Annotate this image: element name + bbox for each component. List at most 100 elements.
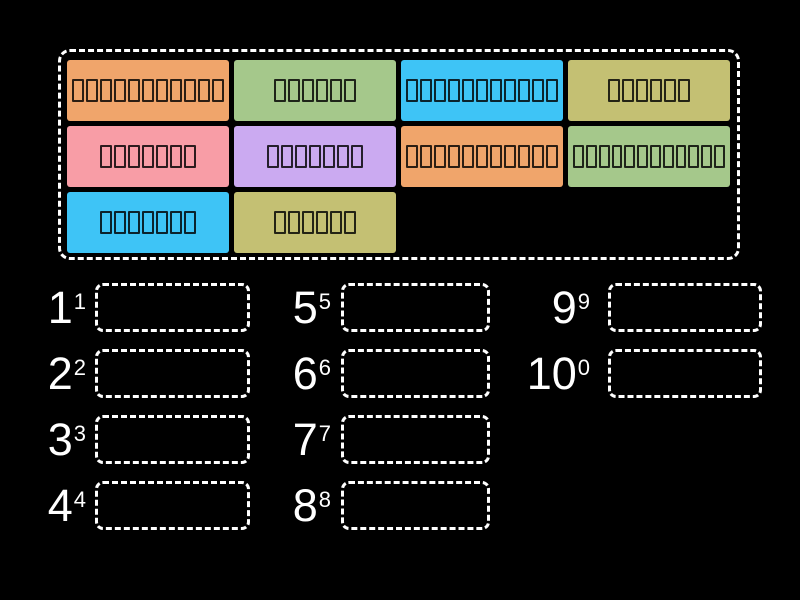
power-exponent: 2 bbox=[73, 355, 86, 381]
power-exponent: 0 bbox=[577, 355, 590, 381]
missing-glyph-box-icon bbox=[184, 79, 196, 102]
missing-glyph-box-icon bbox=[288, 211, 300, 234]
power-label: 44 bbox=[30, 483, 86, 528]
missing-glyph-box-icon bbox=[142, 79, 154, 102]
question-row: 66 bbox=[270, 349, 490, 398]
missing-glyph-box-icon bbox=[184, 211, 196, 234]
power-exponent: 9 bbox=[577, 289, 590, 315]
power-label: 33 bbox=[30, 417, 86, 462]
missing-glyph-box-icon bbox=[518, 79, 530, 102]
missing-glyph-box-icon bbox=[170, 145, 182, 168]
missing-glyph-box-icon bbox=[637, 145, 648, 168]
missing-glyph-box-icon bbox=[678, 79, 690, 102]
missing-glyph-box-icon bbox=[344, 79, 356, 102]
drop-zone[interactable] bbox=[95, 349, 250, 398]
question-row: 77 bbox=[270, 415, 490, 464]
missing-glyph-box-icon bbox=[714, 145, 725, 168]
missing-glyph-box-icon bbox=[573, 145, 584, 168]
missing-glyph-box-icon bbox=[142, 211, 154, 234]
question-row: 100 bbox=[512, 349, 762, 398]
answer-tile[interactable] bbox=[568, 60, 730, 121]
missing-glyph-box-icon bbox=[316, 211, 328, 234]
missing-glyph-box-icon bbox=[114, 145, 126, 168]
missing-glyph-box-icon bbox=[476, 145, 488, 168]
power-exponent: 5 bbox=[318, 289, 331, 315]
question-column: 55 66 77 88 bbox=[270, 283, 490, 547]
missing-glyph-box-icon bbox=[86, 79, 98, 102]
missing-glyph-box-icon bbox=[546, 145, 558, 168]
drop-zone[interactable] bbox=[341, 481, 490, 530]
drop-zone[interactable] bbox=[341, 349, 490, 398]
power-label: 99 bbox=[512, 285, 590, 330]
missing-glyph-box-icon bbox=[128, 79, 140, 102]
answer-tile[interactable] bbox=[401, 60, 563, 121]
question-column: 99 100 bbox=[512, 283, 762, 415]
drop-zone[interactable] bbox=[341, 415, 490, 464]
question-column: 11 22 33 44 bbox=[30, 283, 250, 547]
missing-glyph-box-icon bbox=[330, 211, 342, 234]
missing-glyph-box-icon bbox=[462, 145, 474, 168]
answer-tile[interactable] bbox=[234, 192, 396, 253]
missing-glyph-box-icon bbox=[406, 79, 418, 102]
drop-zone[interactable] bbox=[608, 349, 762, 398]
answer-tile[interactable] bbox=[401, 126, 563, 187]
power-label: 11 bbox=[30, 285, 86, 330]
drop-zone[interactable] bbox=[608, 283, 762, 332]
missing-glyph-box-icon bbox=[212, 79, 224, 102]
answer-tile[interactable] bbox=[67, 192, 229, 253]
missing-glyph-box-icon bbox=[288, 79, 300, 102]
power-base: 1 bbox=[47, 282, 73, 333]
missing-glyph-box-icon bbox=[267, 145, 279, 168]
answer-bank bbox=[58, 49, 740, 260]
missing-glyph-box-icon bbox=[316, 79, 328, 102]
missing-glyph-box-icon bbox=[434, 79, 446, 102]
missing-glyph-box-icon bbox=[170, 79, 182, 102]
missing-glyph-box-icon bbox=[156, 211, 168, 234]
power-label: 88 bbox=[270, 483, 331, 528]
missing-glyph-box-icon bbox=[309, 145, 321, 168]
missing-glyph-box-icon bbox=[462, 79, 474, 102]
missing-glyph-box-icon bbox=[532, 145, 544, 168]
power-exponent: 8 bbox=[318, 487, 331, 513]
question-row: 11 bbox=[30, 283, 250, 332]
drop-zone[interactable] bbox=[341, 283, 490, 332]
missing-glyph-box-icon bbox=[504, 79, 516, 102]
missing-glyph-box-icon bbox=[504, 145, 516, 168]
missing-glyph-box-icon bbox=[585, 145, 597, 168]
question-row: 88 bbox=[270, 481, 490, 530]
missing-glyph-box-icon bbox=[344, 211, 356, 234]
power-exponent: 6 bbox=[318, 355, 331, 381]
missing-glyph-box-icon bbox=[546, 79, 558, 102]
power-base: 3 bbox=[47, 414, 73, 465]
missing-glyph-box-icon bbox=[636, 79, 648, 102]
missing-glyph-box-icon bbox=[100, 145, 112, 168]
answer-tile[interactable] bbox=[568, 126, 730, 187]
power-base: 5 bbox=[292, 282, 318, 333]
drop-zone[interactable] bbox=[95, 283, 250, 332]
missing-glyph-box-icon bbox=[114, 79, 126, 102]
missing-glyph-box-icon bbox=[351, 145, 363, 168]
missing-glyph-box-icon bbox=[490, 145, 502, 168]
missing-glyph-box-icon bbox=[156, 145, 168, 168]
drop-zone[interactable] bbox=[95, 415, 250, 464]
power-label: 66 bbox=[270, 351, 331, 396]
missing-glyph-box-icon bbox=[420, 145, 432, 168]
missing-glyph-box-icon bbox=[142, 145, 154, 168]
missing-glyph-box-icon bbox=[448, 79, 460, 102]
answer-tile[interactable] bbox=[234, 126, 396, 187]
missing-glyph-box-icon bbox=[274, 211, 286, 234]
missing-glyph-box-icon bbox=[448, 145, 460, 168]
answer-tile[interactable] bbox=[67, 60, 229, 121]
missing-glyph-box-icon bbox=[323, 145, 335, 168]
power-label: 100 bbox=[512, 351, 590, 396]
missing-glyph-box-icon bbox=[624, 145, 636, 168]
answer-tile[interactable] bbox=[67, 126, 229, 187]
drop-zone[interactable] bbox=[95, 481, 250, 530]
question-row: 33 bbox=[30, 415, 250, 464]
missing-glyph-box-icon bbox=[688, 145, 700, 168]
power-base: 6 bbox=[292, 348, 318, 399]
missing-glyph-box-icon bbox=[420, 79, 432, 102]
answer-tile[interactable] bbox=[234, 60, 396, 121]
missing-glyph-box-icon bbox=[476, 79, 488, 102]
